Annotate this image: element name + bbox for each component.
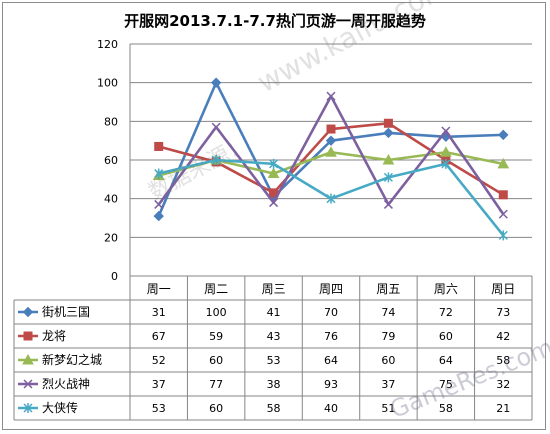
data-label: 64 (439, 354, 453, 367)
data-label: 67 (152, 330, 166, 343)
data-point (154, 199, 164, 209)
data-point (269, 158, 279, 169)
data-point (154, 168, 164, 179)
data-point (325, 135, 337, 146)
data-label: 77 (209, 378, 223, 391)
y-tick-label: 0 (111, 270, 118, 283)
legend-key-marker (23, 403, 33, 413)
x-tick-label: 周日 (491, 282, 515, 296)
x-tick-label: 周五 (376, 282, 400, 296)
data-label: 79 (381, 330, 395, 343)
data-label: 53 (152, 402, 166, 415)
data-label: 53 (267, 354, 281, 367)
data-label: 32 (496, 378, 510, 391)
data-point (498, 230, 508, 241)
x-tick-label: 周四 (319, 282, 343, 296)
data-label: 76 (324, 330, 338, 343)
data-point (211, 155, 221, 165)
data-label: 40 (324, 402, 338, 415)
data-label: 38 (267, 378, 281, 391)
legend-label: 龙将 (42, 329, 66, 343)
y-tick-label: 20 (104, 231, 118, 244)
y-tick-label: 80 (104, 115, 118, 128)
y-tick-label: 40 (104, 193, 118, 206)
data-point (326, 124, 336, 134)
legend-key-marker (22, 306, 34, 318)
data-point (383, 127, 394, 139)
data-label: 100 (206, 306, 227, 319)
data-label: 64 (324, 354, 338, 367)
y-tick-label: 60 (104, 154, 118, 167)
x-tick-label: 周三 (262, 282, 286, 296)
data-point (497, 157, 510, 169)
data-label: 42 (496, 330, 510, 343)
data-point (383, 199, 393, 209)
data-label: 74 (381, 306, 395, 319)
x-tick-label: 周一 (147, 282, 171, 296)
legend-key-marker (22, 353, 34, 365)
data-label: 21 (496, 402, 510, 415)
legend-key-marker (23, 379, 33, 389)
data-label: 72 (439, 306, 453, 319)
data-label: 93 (324, 378, 338, 391)
y-tick-label: 100 (97, 77, 118, 90)
legend-key-marker (23, 331, 33, 341)
data-point (267, 167, 280, 179)
x-tick-label: 周二 (204, 282, 228, 296)
data-point (498, 190, 508, 200)
data-point (211, 122, 221, 132)
data-point (498, 129, 509, 141)
data-point (153, 210, 164, 222)
legend-label: 街机三国 (42, 305, 90, 319)
data-point (154, 141, 164, 151)
legend-label: 新梦幻之城 (42, 352, 102, 367)
chart-frame (2, 2, 546, 430)
data-label: 51 (381, 402, 395, 415)
data-point (383, 172, 393, 183)
data-point (383, 118, 393, 128)
data-point (382, 153, 395, 165)
data-label: 59 (209, 330, 223, 343)
chart-title: 开服网2013.7.1-7.7热门页游一周开服趋势 (124, 12, 426, 30)
data-label: 60 (209, 402, 223, 415)
data-point (210, 77, 222, 88)
data-point (498, 209, 508, 219)
x-tick-label: 周六 (434, 282, 458, 296)
legend-label: 烈火战神 (42, 377, 90, 391)
data-label: 58 (439, 402, 453, 415)
data-point (441, 126, 451, 136)
data-label: 60 (381, 354, 395, 367)
data-label: 37 (152, 378, 166, 391)
data-label: 58 (267, 402, 281, 415)
data-label: 37 (381, 378, 395, 391)
data-label: 31 (152, 306, 166, 319)
data-point (441, 158, 451, 169)
data-point (440, 146, 452, 157)
legend-label: 大侠传 (42, 400, 78, 415)
data-label: 58 (496, 354, 510, 367)
data-label: 60 (209, 354, 223, 367)
data-point (325, 146, 337, 157)
data-label: 75 (439, 378, 453, 391)
data-point (326, 91, 336, 101)
data-label: 52 (152, 354, 166, 367)
data-label: 73 (496, 306, 510, 319)
data-point (326, 193, 336, 204)
y-tick-label: 120 (97, 38, 118, 51)
data-label: 70 (324, 306, 338, 319)
data-label: 60 (439, 330, 453, 343)
data-point (269, 198, 279, 208)
data-label: 43 (267, 330, 281, 343)
data-label: 41 (267, 306, 281, 319)
